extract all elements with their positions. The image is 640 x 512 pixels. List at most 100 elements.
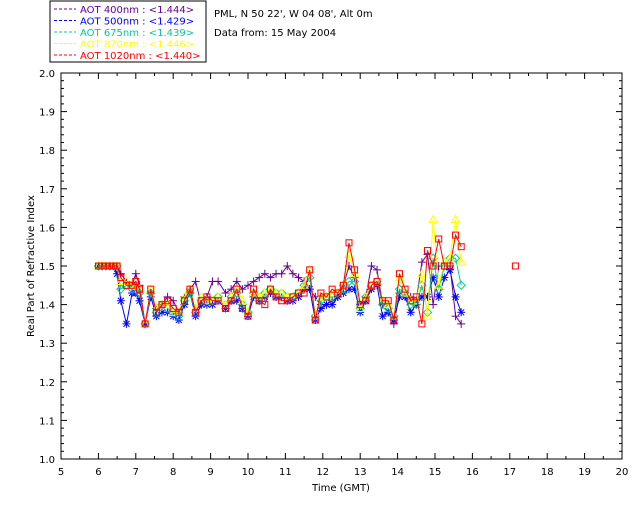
data-point — [233, 285, 241, 293]
y-tick-label: 1.3 — [39, 339, 55, 350]
data-point — [452, 231, 460, 239]
data-point — [384, 297, 392, 305]
data-point — [152, 308, 160, 316]
data-point — [389, 311, 399, 321]
y-tick-label: 1.1 — [39, 416, 55, 427]
data-point — [276, 288, 287, 297]
x-tick-label: 15 — [429, 467, 442, 478]
data-point — [456, 280, 466, 291]
data-point — [283, 262, 292, 270]
data-point — [456, 257, 467, 266]
x-tick-label: 10 — [242, 467, 255, 478]
data-point — [222, 304, 230, 312]
data-point — [373, 265, 382, 274]
series-line — [98, 233, 462, 325]
y-tick-label: 1.6 — [39, 223, 55, 234]
data-point — [457, 243, 465, 251]
data-point — [446, 262, 454, 270]
data-point — [282, 291, 293, 301]
data-point — [213, 291, 223, 301]
data-point — [417, 268, 427, 278]
legend-entry: AOT 1020nm : <1.440> — [80, 51, 200, 62]
data-point — [260, 269, 269, 278]
series — [94, 231, 519, 328]
x-axis-title: Time (GMT) — [311, 483, 370, 494]
data-point — [98, 262, 106, 270]
data-point — [238, 304, 246, 312]
legend-entry: AOT 675nm : <1.439> — [80, 28, 194, 39]
data-point — [220, 299, 231, 309]
x-tick-label: 14 — [391, 467, 404, 478]
data-point — [266, 285, 274, 293]
data-point — [349, 276, 360, 287]
data-point — [102, 262, 110, 270]
data-point — [422, 311, 433, 320]
legend: AOT 400nm : <1.444>AOT 500nm : <1.429>AO… — [49, 0, 207, 63]
data-point — [131, 269, 140, 278]
data-point — [294, 273, 303, 282]
data-point — [351, 266, 359, 274]
data-point — [276, 288, 287, 298]
data-point — [255, 297, 263, 305]
x-tick-label: 11 — [279, 467, 292, 478]
data-point — [169, 304, 177, 312]
data-point — [272, 293, 280, 301]
data-point — [261, 301, 269, 309]
x-tick-label: 19 — [578, 467, 591, 478]
data-point — [244, 281, 252, 290]
data-point — [232, 296, 241, 305]
x-tick-label: 16 — [466, 467, 479, 478]
legend-entry: AOT 500nm : <1.429> — [80, 17, 194, 28]
y-tick-label: 1.0 — [39, 455, 55, 466]
data-point — [334, 289, 342, 297]
x-tick-label: 9 — [207, 467, 213, 478]
data-point — [429, 262, 437, 270]
data-point — [373, 277, 381, 285]
data-point — [117, 274, 125, 282]
data-point — [450, 214, 461, 224]
data-point — [429, 300, 438, 309]
data-point — [180, 297, 188, 305]
legend-entry: AOT 870nm : <1.446> — [80, 40, 194, 51]
x-tick-label: 5 — [58, 467, 64, 478]
y-axis-ticks: 1.0 1.1 1.2 1.3 1.4 1.5 1.6 1.7 1.8 1.9 2.0 — [39, 69, 622, 466]
data-point — [158, 301, 166, 309]
data-point — [433, 280, 444, 289]
data-point — [132, 277, 140, 285]
data-point — [250, 285, 258, 293]
data-point — [511, 262, 519, 270]
data-point — [116, 296, 125, 305]
data-point — [147, 285, 155, 293]
x-axis-ticks: 5 6 7 8 9 10 11 12 13 14 15 16 17 18 19 20 — [58, 73, 628, 478]
data-point — [422, 307, 433, 318]
data-point — [367, 281, 375, 289]
series-layer — [93, 214, 519, 329]
y-tick-label: 1.5 — [39, 262, 55, 273]
y-tick-label: 2.0 — [39, 69, 55, 80]
data-point — [435, 235, 443, 243]
data-point — [175, 308, 183, 316]
y-tick-label: 1.4 — [39, 301, 55, 312]
data-point — [289, 293, 297, 301]
data-point — [266, 273, 275, 282]
data-point — [412, 293, 420, 301]
data-point — [232, 277, 241, 286]
data-point — [128, 281, 136, 289]
data-point — [457, 308, 466, 317]
data-point — [428, 214, 438, 224]
data-point — [221, 289, 230, 298]
data-point — [288, 269, 297, 278]
data-point — [339, 281, 347, 289]
data-point — [345, 239, 353, 247]
data-point — [445, 265, 454, 274]
y-tick-label: 1.9 — [39, 108, 55, 119]
y-tick-label: 1.2 — [39, 378, 55, 389]
data-point — [214, 277, 223, 286]
plot-frame — [60, 72, 623, 460]
data-point — [186, 285, 194, 293]
data-point — [450, 253, 461, 263]
data-point — [317, 289, 325, 297]
data-point — [113, 262, 121, 270]
data-point — [356, 301, 364, 309]
